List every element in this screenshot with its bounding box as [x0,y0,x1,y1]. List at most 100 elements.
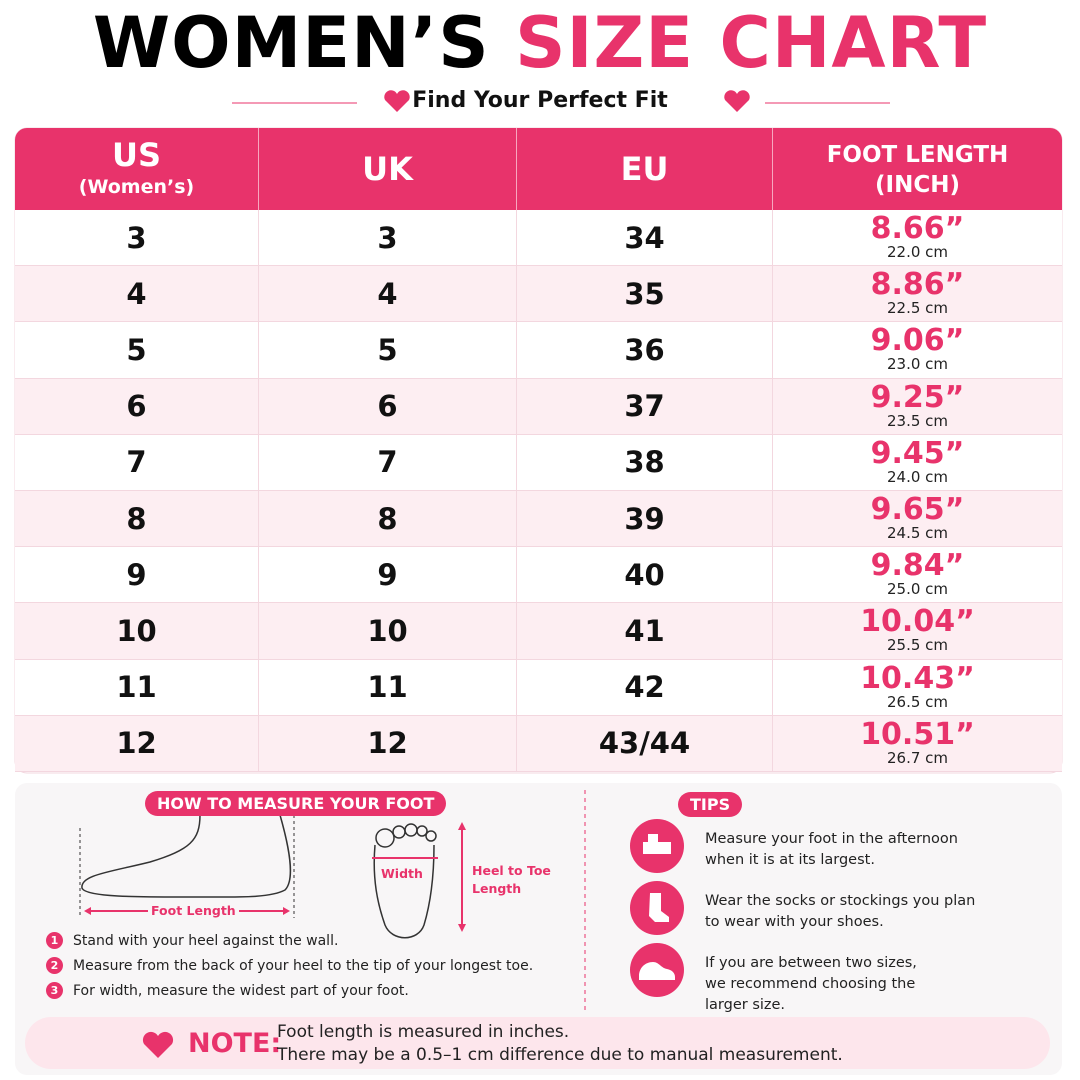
subtitle: Find Your Perfect Fit [412,88,668,113]
table-cell: 10 [259,603,517,660]
size-value: 3 [126,220,147,255]
header-main: EU [620,150,669,188]
table-cell: 5 [259,322,517,379]
table-cell: 6 [15,378,259,435]
width-label: Width [381,866,423,881]
step-text: Stand with your heel against the wall. [73,932,339,949]
size-value: 8 [377,501,398,536]
cm-value: 24.0 cm [886,467,949,486]
table-cell: 12 [15,715,259,772]
size-value: 34 [624,220,665,255]
step-number: 1 [46,932,63,949]
cm-value: 26.7 cm [886,748,949,767]
header-main: FOOT LENGTH [826,142,1009,168]
cm-value: 26.5 cm [886,692,949,711]
header-cell: UK [259,128,517,210]
tip-text: If you are between two sizes, we recomme… [705,955,917,1013]
cm-value: 24.5 cm [886,524,949,543]
foot-side [81,814,292,898]
note-line: Foot length is measured in inches. [277,1022,570,1042]
size-value: 9 [377,557,398,592]
cm-value: 23.5 cm [886,411,949,430]
size-value: 5 [126,332,147,367]
size-value: 5 [377,332,398,367]
step-number: 2 [46,957,63,974]
table-cell: 42 [517,659,773,716]
table-cell: 9 [259,547,517,604]
header-sub: (INCH) [875,172,960,198]
foot-top [373,823,437,939]
table-cell: 7 [259,434,517,491]
size-value: 4 [377,276,398,311]
size-value: 39 [624,501,665,536]
size-value: 42 [624,670,665,705]
title-black: WOMEN’S [92,2,490,84]
table-cell: 6 [259,378,517,435]
size-value: 12 [367,726,408,761]
table-cell: 36 [517,322,773,379]
inch-value: 9.84” [870,548,965,584]
note-label: NOTE: [188,1028,282,1059]
table-cell: 3 [259,210,517,267]
size-value: 6 [377,389,398,424]
header-sub: (Women’s) [78,176,195,198]
table-cell: 37 [517,378,773,435]
inch-value: 8.66” [870,211,965,247]
table-cell: 12 [259,715,517,772]
step-number: 3 [46,982,63,999]
size-value: 9 [126,557,147,592]
table-cell: 11 [15,659,259,716]
cm-value: 25.0 cm [886,580,949,599]
table-cell: 38 [517,434,773,491]
heel-toe-label: Heel to Toe Length [472,863,551,896]
table-cell: 39 [517,491,773,548]
table-cell: 9.65” 24.5 cm [773,491,1062,548]
measure-title: HOW TO MEASURE YOUR FOOT [145,791,447,816]
inch-value: 9.45” [870,435,965,471]
table-cell: 40 [517,547,773,604]
heart [384,90,410,112]
size-value: 37 [624,389,665,424]
table-cell: 41 [517,603,773,660]
table-cell: 4 [259,266,517,323]
size-value: 41 [624,613,665,648]
table-cell: 8.66” 22.0 cm [773,210,1062,267]
header-main: UK [362,150,413,188]
step: 3 For width, measure the widest part of y… [46,982,409,999]
table-cell: 5 [15,322,259,379]
inch-value: 9.06” [870,323,965,359]
step-text: For width, measure the widest part of yo… [73,982,409,999]
header-cell: FOOT LENGTH (INCH) [773,128,1062,210]
table-cell: 9.06” 23.0 cm [773,322,1062,379]
header-cell: EU [517,128,773,210]
table-cell: 8 [259,491,517,548]
inch-value: 9.65” [870,492,965,528]
title: WOMEN’S SIZE CHART [0,2,1080,84]
table-cell: 35 [517,266,773,323]
table-cell: 3 [15,210,259,267]
size-value: 7 [377,445,398,480]
title-pink: SIZE CHART [515,2,988,84]
size-value: 35 [624,276,665,311]
table-cell: 7 [15,434,259,491]
step: 2 Measure from the back of your heel to t… [46,957,533,974]
tip-icons [630,819,684,997]
table-cell: 9.45” 24.0 cm [773,434,1062,491]
info-panel [15,783,1062,1075]
size-value: 38 [624,445,665,480]
size-value: 10 [116,613,157,648]
inch-value: 9.25” [870,379,965,415]
table-cell: 11 [259,659,517,716]
inch-value: 10.51” [860,716,975,752]
heart [724,90,750,112]
size-value: 43/44 [598,726,691,761]
size-value: 6 [126,389,147,424]
table-cell: 8.86” 22.5 cm [773,266,1062,323]
tip-text: Measure your foot in the afternoon when … [705,831,958,868]
size-value: 12 [116,726,157,761]
step-text: Measure from the back of your heel to th… [73,957,534,974]
cm-value: 23.0 cm [886,355,949,374]
tip-text: Wear the socks or stockings you plan to … [705,893,976,930]
note-box [25,1017,1050,1069]
size-value: 7 [126,445,147,480]
